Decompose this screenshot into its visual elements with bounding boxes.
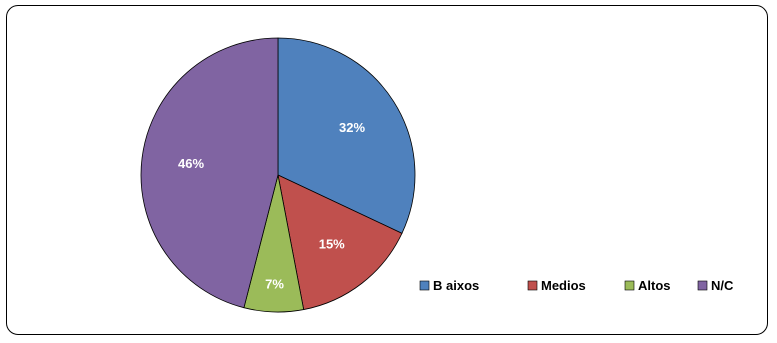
pie-slice-n-c <box>140 37 279 309</box>
legend-swatch-b-aixos <box>419 280 430 291</box>
legend-swatch-medios <box>527 280 538 291</box>
pie-slice-b-aixos <box>277 37 416 234</box>
legend-item-n-c: N/C <box>697 278 734 293</box>
legend-item-altos: Altos <box>624 278 671 293</box>
chart-legend: B aixos Medios Altos N/C <box>419 278 734 293</box>
pie-data-labels: 32% 15% 7% 46% <box>178 120 365 292</box>
pie-slice-medios <box>277 174 403 311</box>
legend-item-medios: Medios <box>527 278 586 293</box>
legend-label-b-aixos: B aixos <box>433 278 479 293</box>
legend-swatch-n-c <box>697 280 708 291</box>
pie-slices <box>140 37 416 313</box>
data-label-n-c: 46% <box>178 156 204 171</box>
legend-label-medios: Medios <box>541 278 586 293</box>
legend-label-n-c: N/C <box>711 278 734 293</box>
data-label-altos: 7% <box>265 277 284 292</box>
data-label-b-aixos: 32% <box>339 120 365 135</box>
legend-item-b-aixos: B aixos <box>419 278 479 293</box>
legend-swatch-altos <box>624 280 635 291</box>
data-label-medios: 15% <box>319 236 345 251</box>
legend-label-altos: Altos <box>638 278 671 293</box>
